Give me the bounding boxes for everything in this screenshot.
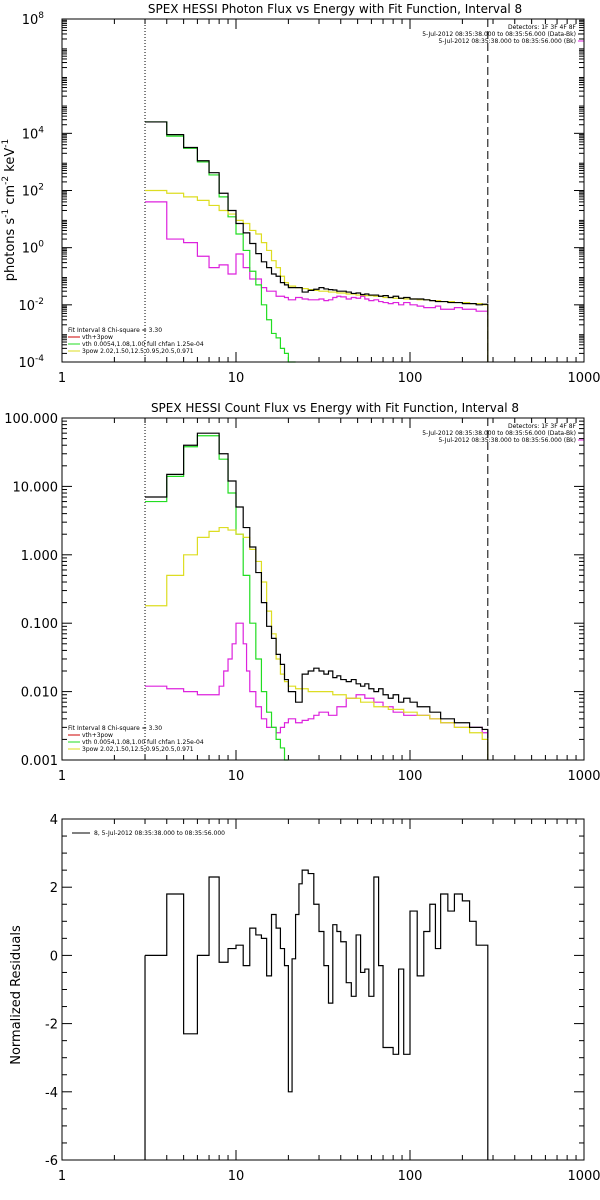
photon-flux-legend: Detectors: 1F 3F 4F 8F5-Jul-2012 08:35:3… [68,24,584,355]
count-flux-panel: SPEX HESSI Count Flux vs Energy with Fit… [4,401,600,784]
x-tick-label: 100 [398,371,423,386]
legend-top-text: Detectors: 1F 3F 4F 8F [508,423,577,430]
svg-text:photons s-1 cm-2 keV-1: photons s-1 cm-2 keV-1 [1,139,18,281]
y-tick-label: -2 [45,1018,58,1033]
series-data-bk [145,432,489,760]
photon-flux-panel: SPEX HESSI Photon Flux vs Energy with Fi… [1,2,600,386]
y-tick-label: 10-4 [18,354,44,371]
x-tick-label: 1 [58,769,66,784]
legend-bottom-text: 3pow 2.02,1.50,12.5,0.95,20.5,0.971 [82,746,194,753]
legend-top-text: 5-Jul-2012 08:35:38.000 to 08:35:56.000 … [438,38,576,45]
x-tick-label: 10 [228,1169,245,1184]
photon-flux-title: SPEX HESSI Photon Flux vs Energy with Fi… [148,2,522,16]
legend-bottom-text: vth+3pow [82,334,113,341]
x-tick-label: 1 [58,1169,66,1184]
y-tick-label: 100.000 [4,412,58,427]
y-tick-label: 10-2 [18,297,44,314]
y-tick-label: 0.010 [21,686,58,701]
legend-top-text: 5-Jul-2012 08:35:38.000 to 08:35:56.000 … [422,430,576,437]
x-tick-label: 10 [228,371,245,386]
residuals-axes [61,818,585,1161]
y-tick-label: 0.001 [21,754,58,769]
photon-flux-ylabel: photons s-1 cm-2 keV-1 [1,139,18,281]
y-tick-label: -4 [45,1086,58,1101]
residuals-legend: 8, 5-Jul-2012 08:35:38.000 to 08:35:56.0… [72,830,225,837]
y-tick-label: 4 [50,813,58,828]
legend-bottom-text: vth+3pow [82,732,113,739]
x-tick-label: 100 [398,769,423,784]
x-tick-label: 1000 [567,1169,600,1184]
series-bkg [145,201,488,312]
y-tick-label: 100 [22,240,45,257]
series-bkg [145,622,488,734]
x-tick-label: 10 [228,769,245,784]
series-3pow [145,189,489,362]
series-residuals [145,869,489,1160]
series-data-bk [145,121,489,362]
legend-top-text: 5-Jul-2012 08:35:38.000 to 08:35:56.000 … [438,437,576,444]
y-tick-label: -6 [45,1154,58,1169]
y-tick-label: 1.000 [21,549,58,564]
residuals-panel: Normalized Residuals 8, 5-Jul-2012 08:35… [9,813,600,1184]
legend-bottom-text: vth 0.0054,1.08,1.00 full chfan 1.25e-04 [82,341,204,348]
y-tick-label: 10.000 [13,480,59,495]
legend-bottom-text: vth 0.0054,1.08,1.00 full chfan 1.25e-04 [82,739,204,746]
legend-top-text: Detectors: 1F 3F 4F 8F [508,24,577,31]
count-flux-title: SPEX HESSI Count Flux vs Energy with Fit… [151,401,519,415]
residuals-ylabel: Normalized Residuals [9,925,24,1065]
count-flux-legend: Detectors: 1F 3F 4F 8F5-Jul-2012 08:35:3… [68,423,584,753]
series-3pow [145,526,489,760]
x-tick-label: 1000 [567,371,600,386]
legend-top-text: 5-Jul-2012 08:35:38.000 to 08:35:56.000 … [422,31,576,38]
y-tick-label: 2 [50,881,58,896]
x-tick-label: 100 [398,1169,423,1184]
y-tick-label: 104 [22,125,45,142]
series-vth [145,121,296,363]
y-tick-label: 0 [50,949,58,964]
legend-text: 8, 5-Jul-2012 08:35:38.000 to 08:35:56.0… [94,830,225,837]
y-tick-label: 108 [22,11,45,28]
legend-bottom-text: Fit Interval 8 Chi-square = 3.30 [68,725,162,732]
photon-flux-axes [61,18,585,363]
x-tick-label: 1000 [567,769,600,784]
legend-bottom-text: Fit Interval 8 Chi-square = 3.30 [68,327,162,334]
x-tick-label: 1 [58,371,66,386]
y-tick-label: 102 [22,183,44,200]
count-flux-axes [61,417,585,761]
legend-bottom-text: 3pow 2.02,1.50,12.5,0.95,20.5,0.971 [82,348,194,355]
y-tick-label: 0.100 [21,617,58,632]
